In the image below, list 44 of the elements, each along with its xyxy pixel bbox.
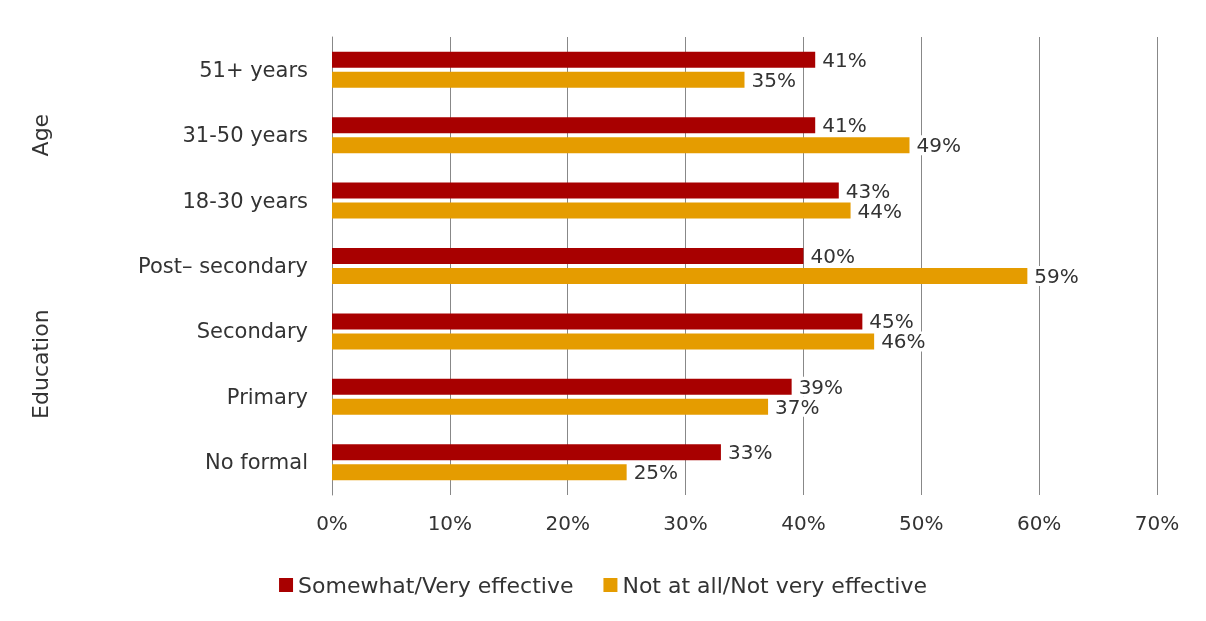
- x-tick-label: 0%: [316, 511, 348, 535]
- bar: [332, 378, 792, 395]
- data-label: 25%: [633, 460, 679, 485]
- y-tick-label: 31-50 years: [182, 123, 308, 148]
- x-tick-label: 70%: [1134, 511, 1180, 535]
- data-label: 39%: [798, 374, 844, 399]
- y-tick-label: Primary: [226, 384, 308, 409]
- y-tick-label: Secondary: [196, 319, 308, 344]
- y-tick-label: 18-30 years: [182, 188, 308, 213]
- bar: [332, 202, 851, 219]
- legend-label: Somewhat/Very effective: [298, 572, 574, 598]
- bar: [332, 464, 627, 481]
- data-label: 40%: [810, 244, 855, 268]
- bar: [332, 117, 816, 134]
- bar: [332, 71, 745, 88]
- bar: [332, 137, 910, 154]
- bar: [332, 51, 816, 68]
- text: Age: [27, 113, 53, 157]
- data-label: 35%: [751, 67, 796, 92]
- data-label: 46%: [881, 329, 926, 354]
- y-tick-label: No formal: [205, 450, 308, 475]
- bar: [332, 333, 875, 350]
- x-tick-label: 60%: [1016, 511, 1062, 535]
- data-label: 37%: [775, 394, 820, 419]
- text: Education: [27, 309, 53, 419]
- y-tick-label: Post– secondary: [138, 254, 308, 278]
- bar: [332, 398, 769, 415]
- data-label: 41%: [822, 47, 867, 72]
- y-tick-label: 51+ years: [199, 57, 308, 82]
- data-label: 49%: [916, 133, 961, 158]
- x-tick-label: 30%: [663, 511, 708, 535]
- data-label: 59%: [1034, 264, 1079, 288]
- bar: [332, 248, 804, 264]
- bar: [332, 444, 721, 461]
- data-label: 33%: [727, 440, 773, 465]
- x-tick-label: 50%: [899, 511, 944, 535]
- x-tick-label: 20%: [545, 511, 590, 535]
- legend-label: Not at all/Not very effective: [622, 572, 927, 598]
- bar: [332, 182, 839, 199]
- x-tick-label: 10%: [427, 511, 473, 535]
- bar: [332, 268, 1028, 284]
- data-label: 41%: [822, 113, 867, 138]
- x-tick-label: 40%: [781, 511, 826, 535]
- bar: [332, 313, 863, 330]
